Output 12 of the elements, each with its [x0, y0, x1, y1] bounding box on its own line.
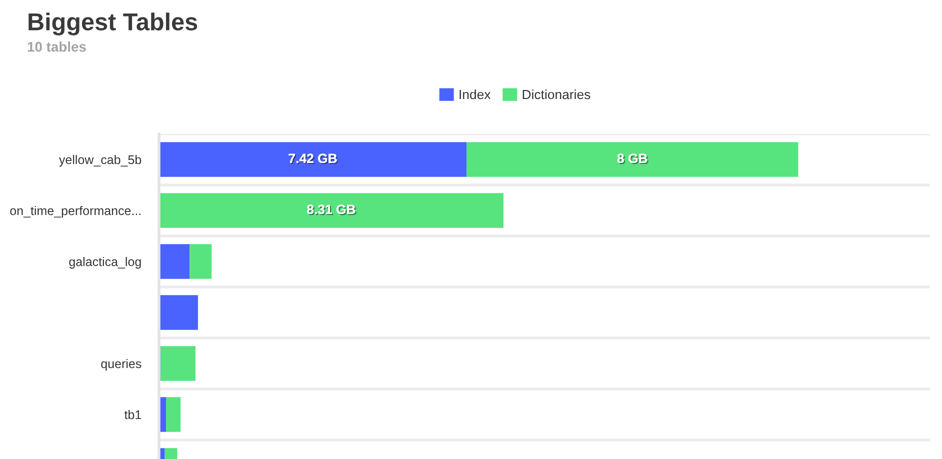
y-tick-label: queries [101, 358, 142, 371]
y-tick-label: tb1 [124, 410, 142, 420]
data-label: 7.42 GB [288, 154, 338, 164]
legend-label: Index [460, 89, 491, 100]
y-tick-label: galactica_log [69, 256, 141, 269]
data-label: 8 GB [617, 154, 648, 164]
chart-subtitle: 10 tables [28, 42, 86, 52]
y-tick-label: on_time_performance... [10, 206, 141, 218]
legend-label: Dictionaries [522, 89, 590, 100]
y-tick-label: yellow_cab_5b [58, 154, 142, 167]
data-label: 8.31 GB [307, 204, 356, 216]
chart-title: Biggest Tables [28, 12, 198, 36]
